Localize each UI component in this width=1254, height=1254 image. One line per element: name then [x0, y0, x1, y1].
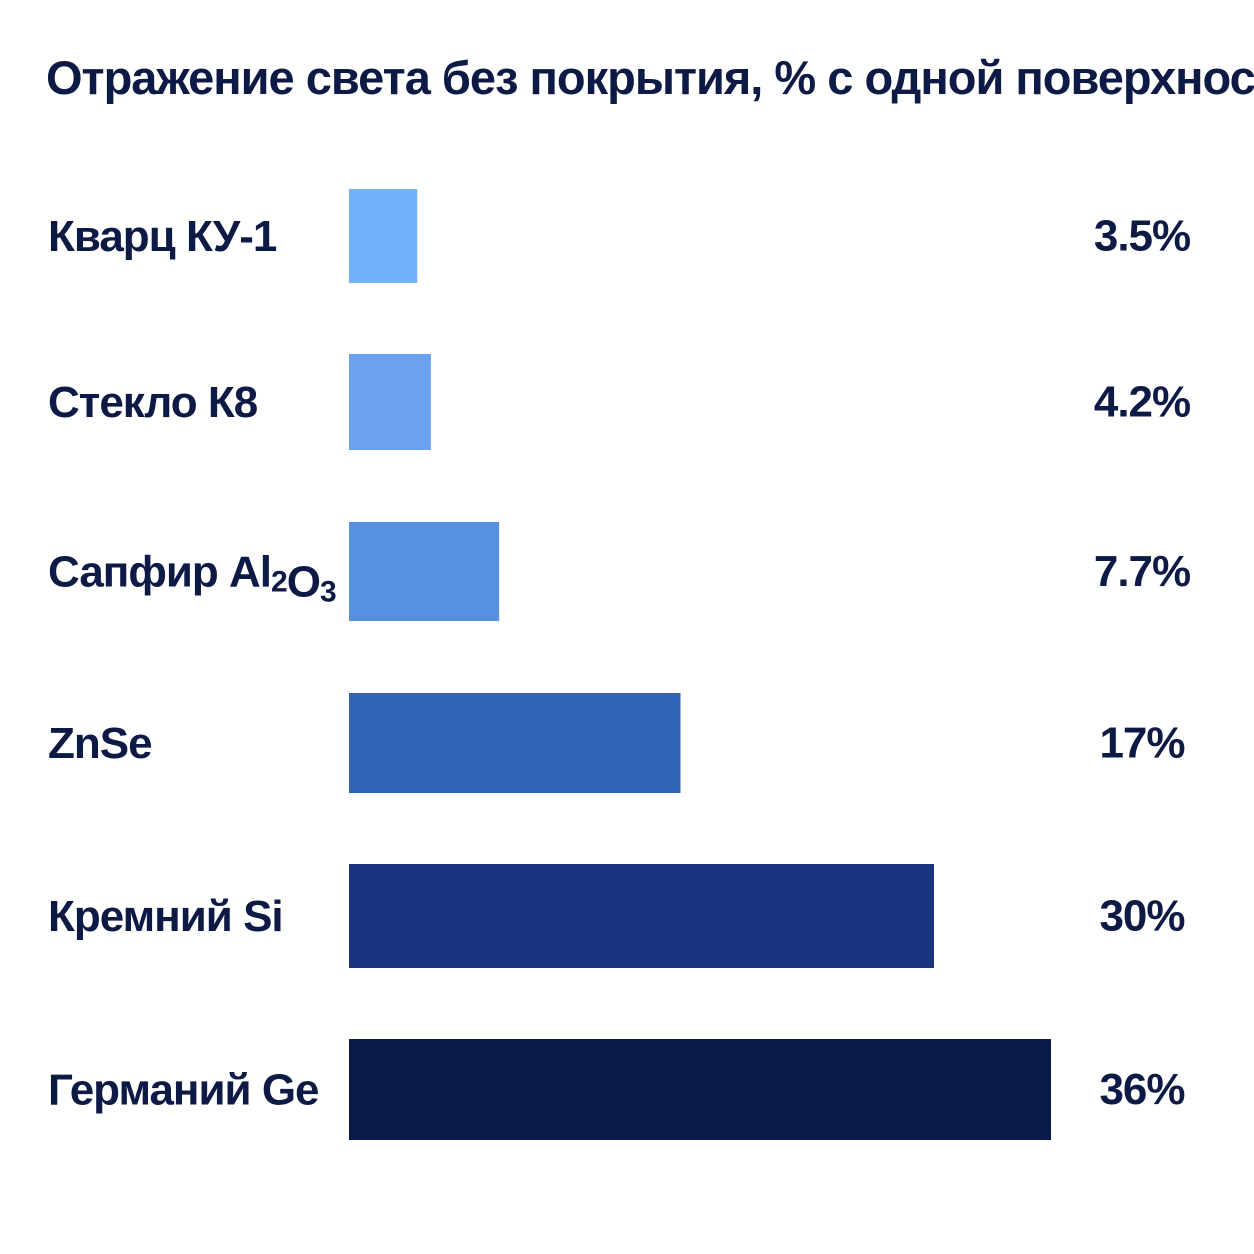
value-label: 7.7% [1094, 547, 1190, 596]
value-label: 36% [1099, 1065, 1184, 1114]
chart-title: Отражение света без покрытия, % с одной … [46, 51, 1254, 104]
category-label: Стекло К8 [48, 378, 258, 427]
value-label: 4.2% [1094, 378, 1190, 427]
category-label: Кварц КУ-1 [48, 212, 277, 261]
value-label: 17% [1099, 719, 1184, 768]
bar-стекло-к8 [349, 354, 431, 450]
category-label: Кремний Si [48, 892, 283, 941]
bar-кварц-ку-1 [349, 189, 418, 283]
category-label: Германий Ge [48, 1065, 319, 1114]
category-label: Сапфир Al2O3 [48, 547, 336, 608]
bar-znse [349, 693, 681, 793]
bar-сапфир-al2o3 [349, 522, 500, 621]
value-label: 30% [1099, 892, 1184, 941]
bar-кремний-si [349, 864, 934, 968]
value-label: 3.5% [1094, 212, 1190, 261]
bar-германий-ge [349, 1039, 1051, 1140]
category-label: ZnSe [48, 719, 152, 768]
